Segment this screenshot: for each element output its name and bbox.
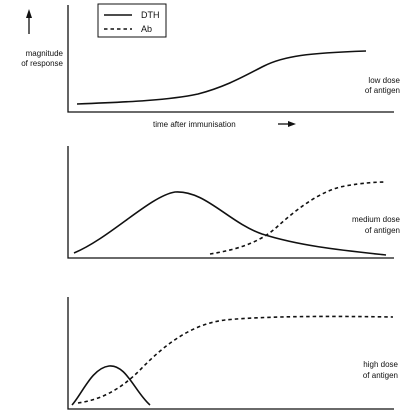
panel-high-dose-axes xyxy=(67,297,394,410)
panel-high-dose-ab-curve xyxy=(77,315,394,404)
panel-medium-dose-label-line2: of antigen xyxy=(365,226,400,235)
legend-dth-label: DTH xyxy=(141,10,160,20)
panel-high-dose: high dose of antigen xyxy=(67,297,399,410)
y-axis-label-line1: magnitude xyxy=(26,49,64,58)
panel-low-dose-label-line1: low dose xyxy=(368,76,400,85)
panel-medium-dose-ab-curve xyxy=(209,181,387,255)
y-axis-arrow xyxy=(26,9,32,34)
legend-ab-label: Ab xyxy=(141,24,152,34)
panel-medium-dose-axes xyxy=(67,146,394,259)
x-axis-arrow xyxy=(278,121,296,127)
legend-box xyxy=(97,3,167,38)
legend: DTH Ab xyxy=(97,3,167,38)
panel-medium-dose-label-line1: medium dose xyxy=(352,215,401,224)
panel-high-dose-dth-curve xyxy=(71,365,151,406)
panel-low-dose-dth-curve xyxy=(76,50,367,105)
panel-medium-dose: medium dose of antigen xyxy=(67,146,401,259)
panel-low-dose: low dose of antigen xyxy=(67,5,401,113)
panel-medium-dose-dth-curve xyxy=(73,191,387,256)
y-axis-label-line2: of response xyxy=(21,59,63,68)
panel-high-dose-label-line1: high dose xyxy=(363,360,398,369)
panel-high-dose-label-line2: of antigen xyxy=(363,371,398,380)
x-axis-label: time after immunisation xyxy=(153,120,236,129)
panel-low-dose-axes xyxy=(67,5,394,113)
panel-low-dose-label-line2: of antigen xyxy=(365,86,400,95)
